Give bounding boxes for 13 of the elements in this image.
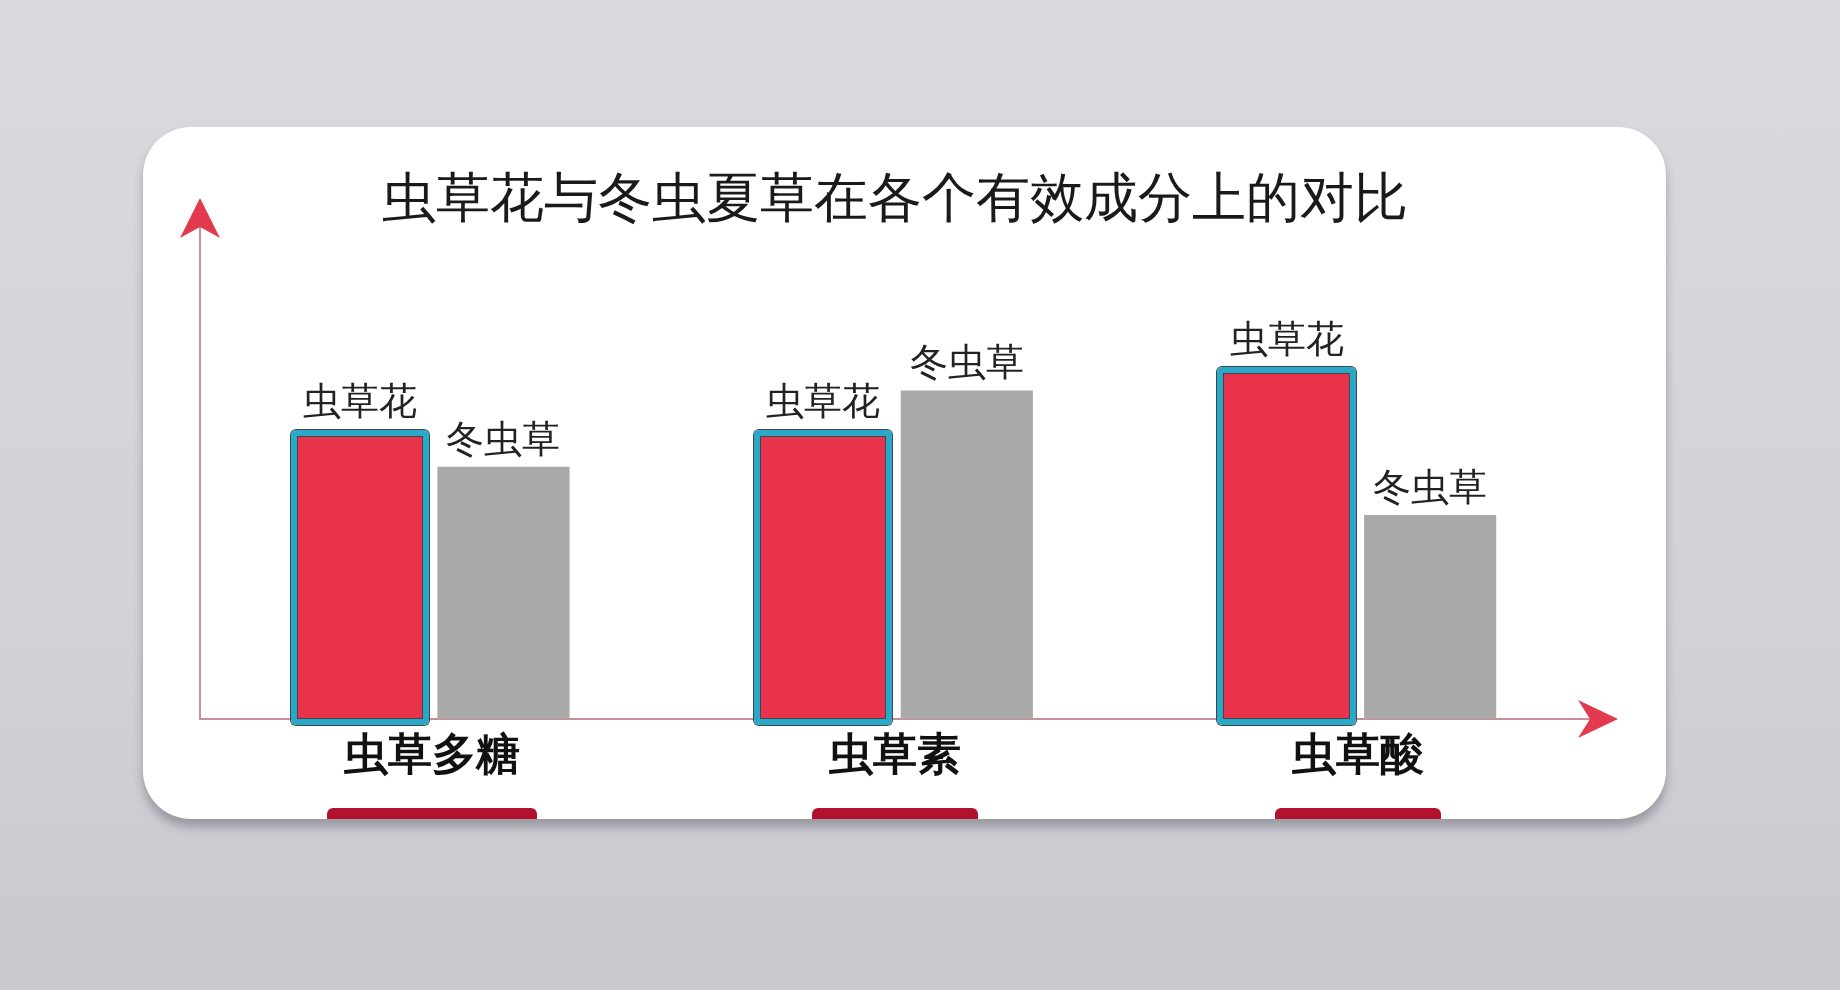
series-label: 虫草花 (302, 379, 417, 424)
x-tick-label: 虫草多糖 (342, 728, 520, 780)
bar (1364, 515, 1497, 720)
bar (437, 466, 570, 720)
series-label: 冬虫草 (446, 416, 561, 461)
text: 冬虫草 (909, 340, 1024, 385)
text: 冬虫草 (1373, 464, 1488, 509)
x-tick-label: 虫草素 (828, 728, 961, 780)
text: 虫草花 (766, 379, 881, 424)
chart-title: 虫草花与冬虫夏草在各个有效成分上的对比 (382, 166, 1408, 231)
text: 虫草花 (1229, 317, 1344, 362)
bar (900, 390, 1033, 720)
x-tick-label: 虫草酸 (1291, 728, 1425, 780)
